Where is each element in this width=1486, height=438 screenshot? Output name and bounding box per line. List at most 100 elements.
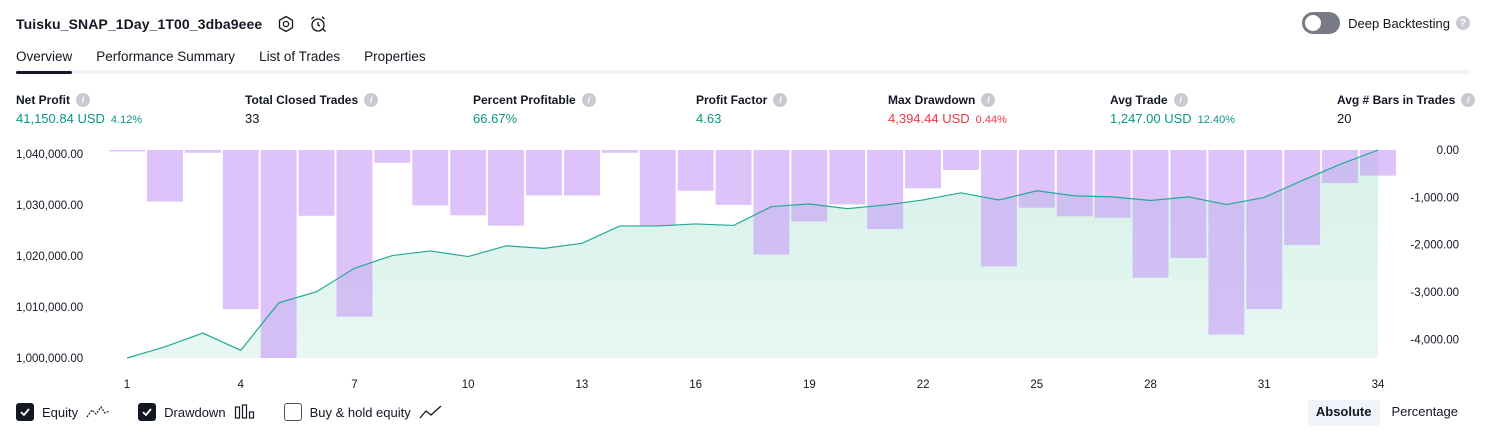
drawdown-bar	[1132, 150, 1169, 278]
tab-performance-summary[interactable]: Performance Summary	[96, 49, 236, 64]
drawdown-bar	[564, 150, 600, 196]
drawdown-bar	[1170, 150, 1207, 258]
drawdown-bar	[867, 150, 904, 229]
help-icon[interactable]: ?	[1456, 16, 1470, 30]
drawdown-bar	[374, 150, 411, 163]
drawdown-bar	[601, 150, 638, 153]
legend-buy-hold[interactable]: Buy & hold equity	[283, 403, 443, 421]
info-icon[interactable]: i	[364, 93, 379, 107]
equity-line	[126, 149, 1379, 359]
x-axis-tick-label: 19	[803, 379, 816, 391]
drawdown-bar	[943, 150, 979, 170]
deep-backtesting-label: Deep Backtesting	[1348, 15, 1450, 31]
metric-avg-trade: Avg Trade i 1,247.00 USD 12.40%	[1110, 93, 1235, 126]
drawdown-bar	[1208, 150, 1245, 335]
strategy-title: Tuisku_SNAP_1Day_1T00_3dba9eee	[16, 16, 263, 32]
metric-label-text: Percent Profitable	[473, 93, 576, 107]
metric-label: Max Drawdown i	[888, 93, 1007, 107]
equity-line-icon	[86, 404, 110, 420]
right-axis-tick-label: -4,000.00	[1410, 334, 1459, 346]
right-axis-tick-label: -1,000.00	[1410, 192, 1459, 204]
settings-icon[interactable]	[276, 14, 296, 34]
max-drawdown-percent: 0.44%	[975, 114, 1007, 126]
legend-drawdown[interactable]: Drawdown	[138, 403, 255, 421]
x-axis-tick-label: 7	[351, 379, 357, 391]
avg-trade-percent: 12.40%	[1197, 114, 1235, 126]
x-axis-tick-label: 13	[576, 379, 589, 391]
metric-label: Total Closed Trades i	[245, 93, 379, 107]
tab-properties[interactable]: Properties	[364, 49, 426, 64]
drawdown-bar	[715, 150, 752, 205]
metric-label-text: Profit Factor	[696, 93, 768, 107]
percent-profitable-value: 66.67%	[473, 111, 518, 126]
drawdown-bar	[1360, 150, 1396, 176]
scale-mode-switch: Absolute Percentage	[1304, 400, 1466, 426]
equity-checkbox[interactable]	[16, 403, 34, 421]
drawdown-bar	[1056, 150, 1093, 217]
left-axis-tick-label: 1,040,000.00	[16, 149, 83, 161]
info-icon[interactable]: i	[773, 93, 788, 107]
alarm-icon[interactable]	[308, 14, 328, 34]
info-icon[interactable]: i	[76, 93, 90, 107]
metric-percent-profitable: Percent Profitable i 66.67%	[473, 93, 596, 126]
metric-label-text: Max Drawdown	[888, 93, 976, 107]
drawdown-bar	[1018, 150, 1055, 208]
x-axis-tick-label: 25	[1030, 379, 1043, 391]
metric-label: Avg Trade i	[1110, 93, 1235, 107]
net-profit-percent: 4.12%	[110, 114, 143, 126]
legend-equity[interactable]: Equity	[16, 403, 110, 421]
drawdown-bar	[1322, 150, 1358, 184]
toggle-knob	[1305, 15, 1322, 31]
tab-bar: Overview Performance Summary List of Tra…	[16, 46, 1470, 74]
buy-hold-checkbox[interactable]	[283, 403, 302, 421]
info-icon[interactable]: i	[981, 93, 996, 107]
profit-factor-value: 4.63	[696, 111, 722, 126]
left-axis-tick-label: 1,030,000.00	[16, 200, 83, 212]
drawdown-bar	[677, 150, 714, 191]
avg-trade-value: 1,247.00 USD	[1110, 111, 1192, 126]
metric-profit-factor: Profit Factor i 4.63	[696, 93, 788, 126]
drawdown-bar	[109, 150, 145, 152]
left-axis-tick-label: 1,010,000.00	[16, 302, 83, 314]
equity-drawdown-chart[interactable]: 1,040,000.00 1,030,000.00 1,020,000.00 1,01…	[0, 138, 1486, 394]
left-axis-tick-label: 1,020,000.00	[16, 251, 83, 263]
percentage-button[interactable]: Percentage	[1391, 404, 1459, 419]
x-axis-tick-label: 28	[1144, 379, 1157, 391]
drawdown-bar	[905, 150, 941, 189]
tab-overview[interactable]: Overview	[16, 46, 73, 74]
metric-max-drawdown: Max Drawdown i 4,394.44 USD 0.44%	[888, 93, 1007, 126]
drawdown-bar	[1094, 150, 1131, 218]
drawdown-bar	[336, 150, 373, 317]
avg-bars-value: 20	[1337, 111, 1352, 126]
metric-avg-bars: Avg # Bars in Trades i 20	[1337, 93, 1476, 126]
drawdown-bar	[526, 150, 562, 196]
absolute-button[interactable]: Absolute	[1307, 400, 1380, 426]
right-axis-tick-label: -2,000.00	[1410, 240, 1459, 252]
info-icon[interactable]: i	[1461, 93, 1476, 107]
drawdown-bar	[450, 150, 487, 216]
drawdown-bar	[829, 150, 866, 205]
legend-buy-hold-label: Buy & hold equity	[309, 404, 411, 420]
legend-drawdown-label: Drawdown	[164, 404, 226, 420]
check-icon	[142, 408, 152, 417]
metric-value: 4,394.44 USD 0.44%	[888, 111, 1007, 126]
info-icon[interactable]: i	[1173, 93, 1188, 107]
metric-net-profit: Net Profit i 41,150.84 USD 4.12%	[16, 93, 142, 126]
x-axis-tick-label: 16	[689, 379, 702, 391]
drawdown-bar	[488, 150, 524, 226]
metric-value: 1,247.00 USD 12.40%	[1110, 111, 1235, 126]
tab-list-of-trades[interactable]: List of Trades	[259, 49, 341, 64]
x-axis-tick-label: 10	[462, 379, 475, 391]
drawdown-bar	[412, 150, 449, 206]
chart-legend: Equity Drawdown Buy & hold equity	[16, 403, 471, 421]
drawdown-bar	[222, 150, 259, 309]
left-axis-tick-label: 1,000,000.00	[16, 353, 83, 365]
strategy-header: Tuisku_SNAP_1Day_1T00_3dba9eee	[16, 10, 328, 38]
x-axis-tick-label: 4	[238, 379, 245, 391]
metric-value: 41,150.84 USD 4.12%	[16, 111, 142, 126]
info-icon[interactable]: i	[581, 93, 596, 107]
x-axis-tick-label: 22	[917, 379, 930, 391]
deep-backtesting-toggle[interactable]	[1302, 12, 1341, 34]
drawdown-bar	[1246, 150, 1283, 309]
drawdown-checkbox[interactable]	[138, 403, 157, 421]
